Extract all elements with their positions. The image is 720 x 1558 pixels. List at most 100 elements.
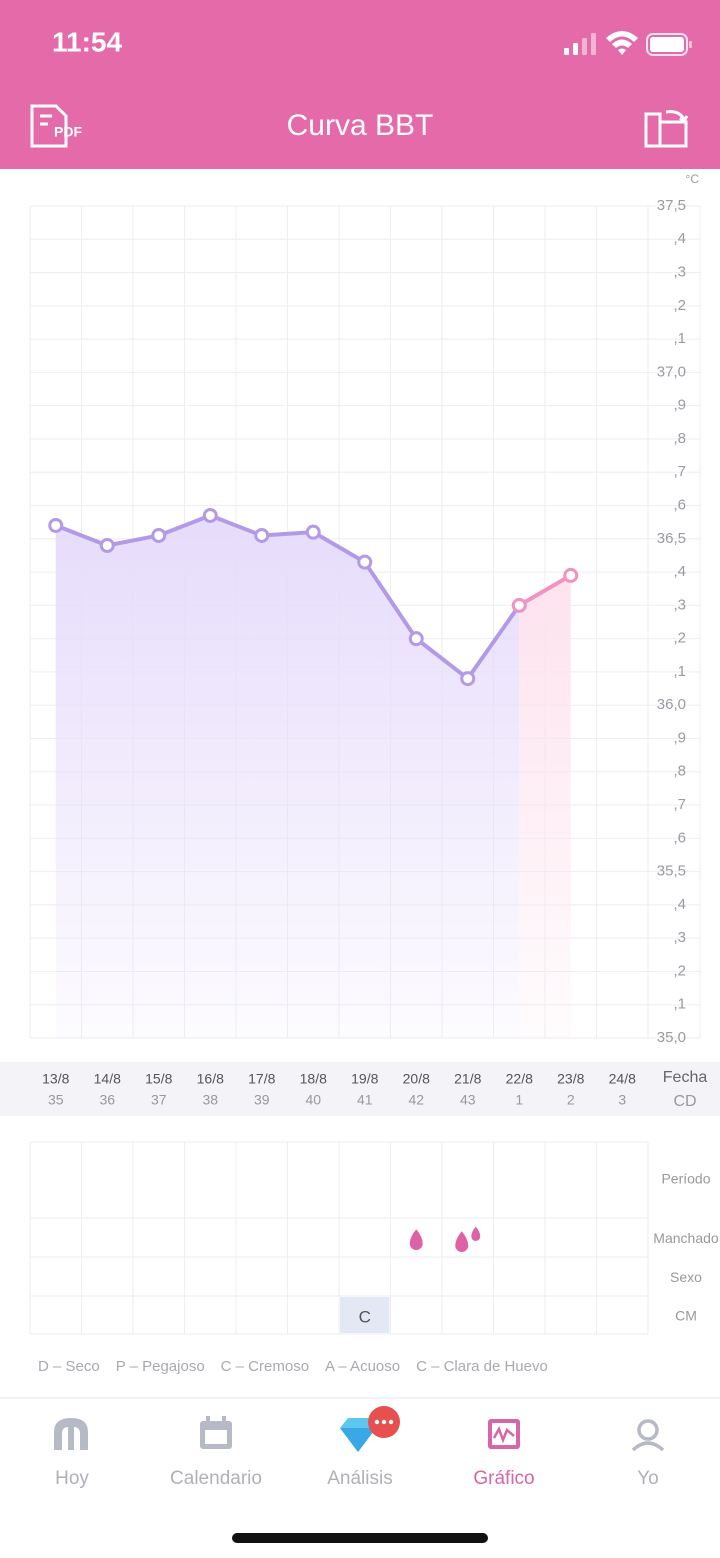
y-tick-label: ,3 bbox=[673, 264, 686, 281]
y-tick-label: ,8 bbox=[673, 430, 686, 447]
y-tick-label: 36,0 bbox=[657, 696, 686, 713]
rotate-button[interactable] bbox=[644, 110, 689, 148]
x-axis-label: Fecha bbox=[663, 1069, 708, 1086]
new-cycle-area bbox=[519, 575, 571, 1038]
y-tick-label: ,9 bbox=[673, 397, 686, 414]
pdf-label: PDF bbox=[54, 124, 82, 140]
cycle-area bbox=[55, 515, 520, 1038]
x-tick-label: 23/8 bbox=[557, 1071, 584, 1087]
tab-icon-calendario[interactable] bbox=[200, 1416, 232, 1449]
y-tick-label: ,7 bbox=[673, 796, 686, 813]
bbt-point bbox=[563, 567, 579, 583]
cycle-day-label: 38 bbox=[202, 1092, 218, 1108]
drop bbox=[471, 1226, 481, 1241]
bbt-point bbox=[460, 671, 476, 687]
bbt-point bbox=[202, 508, 218, 524]
x-tick-label: 20/8 bbox=[403, 1071, 430, 1087]
x-tick-label: 21/8 bbox=[454, 1071, 481, 1087]
y-tick-label: ,2 bbox=[673, 962, 686, 979]
bbt-point bbox=[151, 527, 167, 543]
y-tick-label: 36,5 bbox=[657, 530, 686, 547]
bbt-point bbox=[305, 524, 321, 540]
y-tick-label: ,1 bbox=[673, 330, 686, 347]
tab-label[interactable]: Calendario bbox=[170, 1468, 262, 1489]
bbt-point bbox=[254, 527, 270, 543]
legend-item: P – Pegajoso bbox=[115, 1358, 205, 1375]
tab-label[interactable]: Análisis bbox=[327, 1468, 392, 1489]
date-band bbox=[0, 1062, 720, 1116]
x-tick-label: 18/8 bbox=[300, 1071, 327, 1087]
spotting-drops bbox=[409, 1229, 423, 1250]
bbt-chart: °C 35,0 ,1 ,2 ,3 ,4 35,5 ,6 ,7 ,8 ,9 36,0 ,1 ,2 ,3 ,4 36… bbox=[29, 172, 708, 1110]
cycle-day-label: 41 bbox=[357, 1092, 373, 1108]
drop bbox=[455, 1231, 469, 1252]
bbt-point bbox=[408, 631, 424, 647]
x-tick-label: 24/8 bbox=[609, 1071, 636, 1087]
unit-label: °C bbox=[686, 172, 700, 186]
tab-icon-yo[interactable] bbox=[631, 1419, 665, 1452]
spotting-drops bbox=[455, 1226, 481, 1252]
x-tick-label: 16/8 bbox=[197, 1071, 224, 1087]
y-tick-label: ,4 bbox=[673, 563, 686, 580]
cycle-line bbox=[55, 513, 521, 681]
y-tick-label: ,2 bbox=[673, 297, 686, 314]
y-tick-label: ,3 bbox=[673, 596, 686, 613]
cycle-day-label: 35 bbox=[48, 1092, 64, 1108]
x-tick-label: 14/8 bbox=[94, 1071, 121, 1087]
legend-item: A – Acuoso bbox=[325, 1358, 401, 1375]
cycle-day-label: 39 bbox=[254, 1092, 270, 1108]
cycle-day-label: 43 bbox=[460, 1092, 476, 1108]
y-tick-label: ,2 bbox=[673, 630, 686, 647]
tab-label[interactable]: Yo bbox=[637, 1468, 659, 1489]
cm-legend: D – Seco P – Pegajoso C – Cremoso A – Acuos… bbox=[38, 1358, 548, 1375]
cycle-day-label: 36 bbox=[99, 1092, 115, 1108]
header-title: Curva BBT bbox=[287, 109, 434, 142]
row-label: Manchado bbox=[653, 1230, 719, 1246]
x-tick-label: 22/8 bbox=[506, 1071, 533, 1087]
tab-icon-analisis[interactable] bbox=[340, 1406, 400, 1452]
y-tick-label: ,7 bbox=[673, 463, 686, 480]
tracking-grid: Período Manchado Sexo CM C bbox=[29, 1141, 719, 1335]
tab-icon-grafico[interactable] bbox=[488, 1419, 520, 1449]
bbt-point bbox=[99, 537, 115, 553]
home-indicator bbox=[232, 1533, 488, 1543]
x-tick-label: 17/8 bbox=[248, 1071, 275, 1087]
bbt-point bbox=[511, 597, 527, 613]
tab-label[interactable]: Gráfico bbox=[473, 1468, 534, 1489]
header-bar bbox=[0, 0, 720, 169]
drop bbox=[409, 1229, 423, 1250]
status-icons bbox=[564, 31, 692, 56]
cycle-day-label: 2 bbox=[567, 1092, 575, 1108]
row-label: Sexo bbox=[670, 1269, 702, 1285]
x-tick-label: 15/8 bbox=[145, 1071, 172, 1087]
pdf-button[interactable]: PDF bbox=[30, 104, 82, 148]
tab-label[interactable]: Hoy bbox=[55, 1468, 89, 1489]
tab-bar: Hoy Calendario Análisis Gráfico Yo bbox=[54, 1406, 665, 1489]
y-tick-label: ,9 bbox=[673, 729, 686, 746]
row-label: Período bbox=[661, 1171, 710, 1187]
y-tick-label: ,4 bbox=[673, 230, 686, 247]
y-tick-label: ,6 bbox=[673, 496, 686, 513]
cm-value: C bbox=[359, 1307, 371, 1326]
cycle-day-label: 3 bbox=[618, 1092, 626, 1108]
row-label: CM bbox=[675, 1308, 697, 1324]
y-tick-label: 37,0 bbox=[657, 363, 686, 380]
tab-icon-hoy[interactable] bbox=[54, 1418, 88, 1450]
y-tick-label: ,3 bbox=[673, 929, 686, 946]
y-tick-label: ,6 bbox=[673, 829, 686, 846]
cycle-axis-label: CD bbox=[673, 1093, 696, 1110]
cycle-day-label: 1 bbox=[515, 1092, 523, 1108]
y-tick-label: ,1 bbox=[673, 996, 686, 1013]
cycle-day-label: 42 bbox=[408, 1092, 424, 1108]
new-cycle-line bbox=[518, 573, 572, 608]
status-time: 11:54 bbox=[52, 26, 122, 57]
cycle-day-label: 37 bbox=[151, 1092, 167, 1108]
x-tick-label: 19/8 bbox=[351, 1071, 378, 1087]
cycle-day-label: 40 bbox=[305, 1092, 321, 1108]
bbt-point bbox=[357, 554, 373, 570]
bbt-point bbox=[48, 517, 64, 533]
legend-item: C – Cremoso bbox=[220, 1358, 310, 1375]
y-tick-label: 35,5 bbox=[657, 863, 686, 880]
